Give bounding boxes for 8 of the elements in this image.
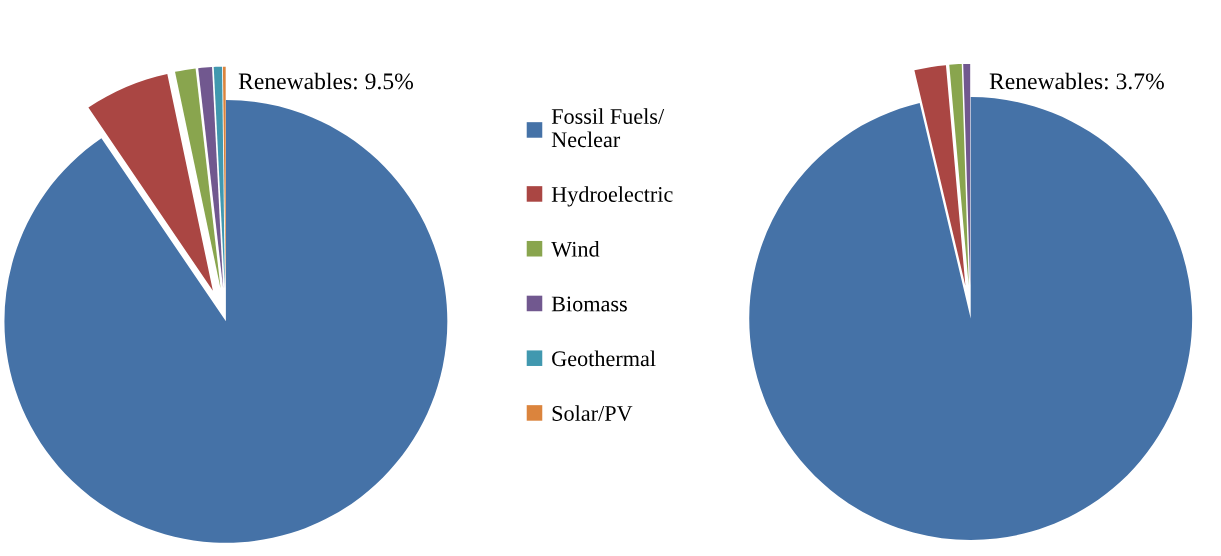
legend-label: Fossil Fuels/ Neclear xyxy=(551,108,665,148)
legend-label: Geothermal xyxy=(552,350,656,367)
text: Renewables: 9.5% xyxy=(238,72,414,90)
legend-label: Wind xyxy=(551,241,600,257)
legend-label: Solar/PV xyxy=(552,405,633,422)
legend-label: Biomass xyxy=(551,296,627,312)
legend-label: Hydroelectric xyxy=(551,186,673,207)
text: Renewables: 3.7% xyxy=(989,72,1164,90)
